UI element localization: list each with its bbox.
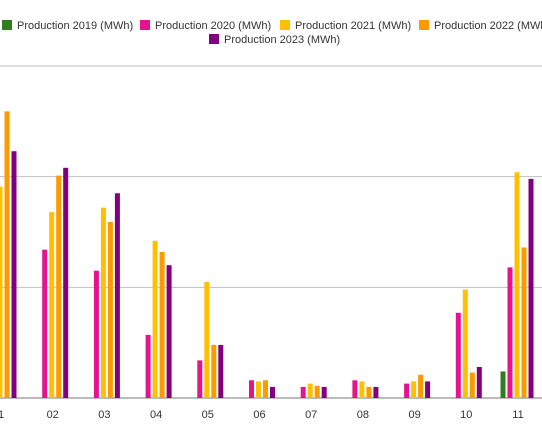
legend-item: Production 2022 (MWh): [419, 20, 542, 32]
bar: [145, 334, 151, 398]
bar: [114, 193, 120, 398]
bar: [373, 386, 379, 398]
legend-item: Production 2021 (MWh): [280, 20, 411, 32]
bar: [270, 386, 275, 398]
bar: [93, 270, 99, 398]
x-tick-label: 11: [512, 409, 523, 421]
bar: [476, 367, 482, 398]
bar-group: [93, 193, 120, 398]
bar: [159, 251, 165, 398]
legend-label: Production 2020 (MWh): [155, 20, 271, 32]
bar: [263, 380, 268, 398]
bar: [352, 380, 358, 398]
bar: [197, 360, 203, 398]
bar: [321, 386, 327, 398]
bar: [42, 249, 48, 398]
x-axis: 1 02 03 04 05 06 07 08 09 10 11: [0, 409, 524, 421]
bar: [359, 381, 365, 398]
bar: [500, 371, 506, 398]
bar-group: [300, 383, 327, 398]
bar: [514, 172, 520, 398]
x-tick-label: 05: [202, 409, 214, 421]
x-tick-label: 09: [408, 409, 420, 421]
bar-group: [404, 374, 431, 398]
bar: [0, 186, 3, 398]
chart-bars: [0, 111, 534, 398]
bar: [300, 386, 306, 398]
bar: [204, 281, 210, 398]
x-tick-label: 10: [460, 409, 472, 421]
legend-label: Production 2019 (MWh): [17, 20, 133, 32]
x-tick-label: 04: [150, 409, 162, 421]
bar: [249, 380, 254, 398]
bar: [469, 372, 475, 398]
bar-group: [145, 240, 172, 398]
bar: [56, 175, 62, 398]
legend-swatch: [419, 20, 429, 30]
bar-group: [352, 380, 379, 398]
bar: [4, 111, 10, 398]
x-tick-label: 02: [47, 409, 59, 421]
bar: [404, 383, 410, 398]
legend-label: Production 2021 (MWh): [295, 20, 411, 32]
legend-item: Production 2023 (MWh): [209, 34, 340, 46]
bar: [166, 265, 172, 398]
legend-label: Production 2022 (MWh): [434, 20, 542, 32]
bar: [307, 383, 313, 398]
legend-swatch: [280, 20, 290, 30]
bar-group: [249, 380, 275, 398]
bar: [49, 212, 55, 398]
x-tick-label: 03: [98, 409, 110, 421]
bar: [455, 312, 461, 398]
x-tick-label: 08: [357, 409, 369, 421]
bar: [521, 247, 527, 398]
x-tick-label: 1: [0, 409, 4, 421]
bar-group: [0, 111, 17, 398]
bar: [256, 381, 261, 398]
bar: [528, 178, 534, 398]
bar: [314, 385, 320, 398]
legend-swatch: [209, 34, 219, 44]
legend-label: Production 2023 (MWh): [224, 34, 340, 46]
bar: [152, 240, 158, 398]
bar: [507, 267, 513, 398]
bar: [11, 151, 17, 398]
legend-item: Production 2019 (MWh): [2, 20, 133, 32]
x-tick-label: 07: [305, 409, 317, 421]
bar: [411, 381, 417, 398]
legend-item: Production 2020 (MWh): [140, 20, 271, 32]
bar-group: [500, 172, 534, 398]
bar: [211, 344, 217, 398]
bar: [425, 381, 431, 398]
x-tick-label: 06: [253, 409, 265, 421]
bar: [366, 386, 372, 398]
chart-legend: Production 2019 (MWh) Production 2020 (MW…: [2, 20, 542, 46]
bar: [100, 207, 106, 398]
bar: [63, 167, 69, 398]
bar: [107, 222, 113, 398]
legend-swatch: [2, 20, 12, 30]
bar: [418, 374, 424, 398]
bar: [218, 344, 224, 398]
bar-group: [197, 281, 224, 398]
legend-swatch: [140, 20, 150, 30]
bar-group: [42, 167, 69, 398]
bar: [462, 289, 468, 398]
bar-group: [455, 289, 482, 398]
